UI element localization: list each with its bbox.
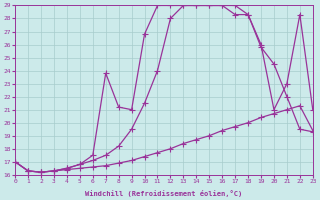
X-axis label: Windchill (Refroidissement éolien,°C): Windchill (Refroidissement éolien,°C)	[85, 190, 243, 197]
